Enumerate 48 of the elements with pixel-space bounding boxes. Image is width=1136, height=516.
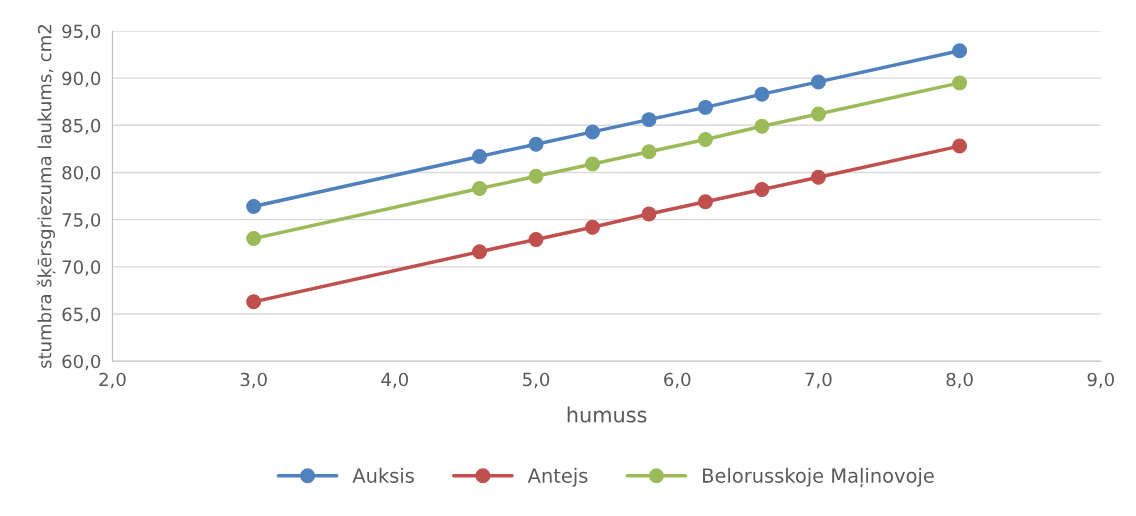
point bbox=[528, 136, 544, 152]
point bbox=[528, 168, 544, 184]
x-tick-label: 8,0 bbox=[946, 372, 973, 389]
y-tick-label: 90,0 bbox=[62, 71, 101, 88]
point bbox=[697, 132, 713, 147]
point bbox=[754, 118, 770, 134]
point bbox=[952, 138, 968, 154]
point bbox=[810, 169, 826, 185]
point bbox=[472, 181, 488, 196]
y-tick-label: 75,0 bbox=[62, 213, 101, 229]
y-tick-label: 65,0 bbox=[62, 307, 101, 323]
point bbox=[472, 148, 488, 164]
point bbox=[472, 244, 488, 260]
y-tick-label: 70,0 bbox=[62, 260, 101, 276]
point bbox=[246, 198, 262, 214]
point bbox=[754, 86, 770, 102]
point bbox=[754, 182, 770, 197]
point bbox=[810, 106, 826, 122]
point bbox=[641, 144, 657, 160]
point bbox=[585, 124, 600, 140]
point bbox=[585, 219, 600, 235]
point bbox=[697, 194, 713, 210]
y-tick-label: 60,0 bbox=[62, 354, 101, 371]
legend-label: Auksis bbox=[352, 467, 414, 483]
x-tick-label: 3,0 bbox=[240, 372, 267, 389]
point bbox=[246, 231, 262, 246]
point bbox=[952, 75, 968, 91]
x-tick-label: 4,0 bbox=[381, 372, 408, 389]
x-tick-label: 5,0 bbox=[523, 372, 550, 389]
y-tick-label: 85,0 bbox=[62, 118, 101, 135]
point bbox=[641, 112, 657, 128]
legend-label: Antejs bbox=[527, 467, 588, 487]
x-tick-label: 6,0 bbox=[664, 372, 691, 389]
point bbox=[810, 74, 826, 90]
y-tick-label: 80,0 bbox=[62, 165, 101, 182]
x-tick-label: 9,0 bbox=[1087, 372, 1114, 389]
x-axis-title: humuss bbox=[567, 406, 647, 423]
point bbox=[641, 206, 657, 222]
point bbox=[246, 294, 262, 310]
point bbox=[697, 99, 713, 115]
point bbox=[585, 156, 600, 172]
x-tick-label: 7,0 bbox=[805, 372, 832, 389]
point bbox=[952, 43, 968, 59]
y-tick-label: 95,0 bbox=[62, 24, 101, 40]
x-tick-label: 2,0 bbox=[99, 372, 126, 389]
legend-label: Belorusskoje Maļinovoje bbox=[703, 467, 934, 488]
y-axis-title: stumbra šķērsgriezuma laukums, cm2 bbox=[36, 25, 56, 368]
point bbox=[528, 232, 544, 247]
